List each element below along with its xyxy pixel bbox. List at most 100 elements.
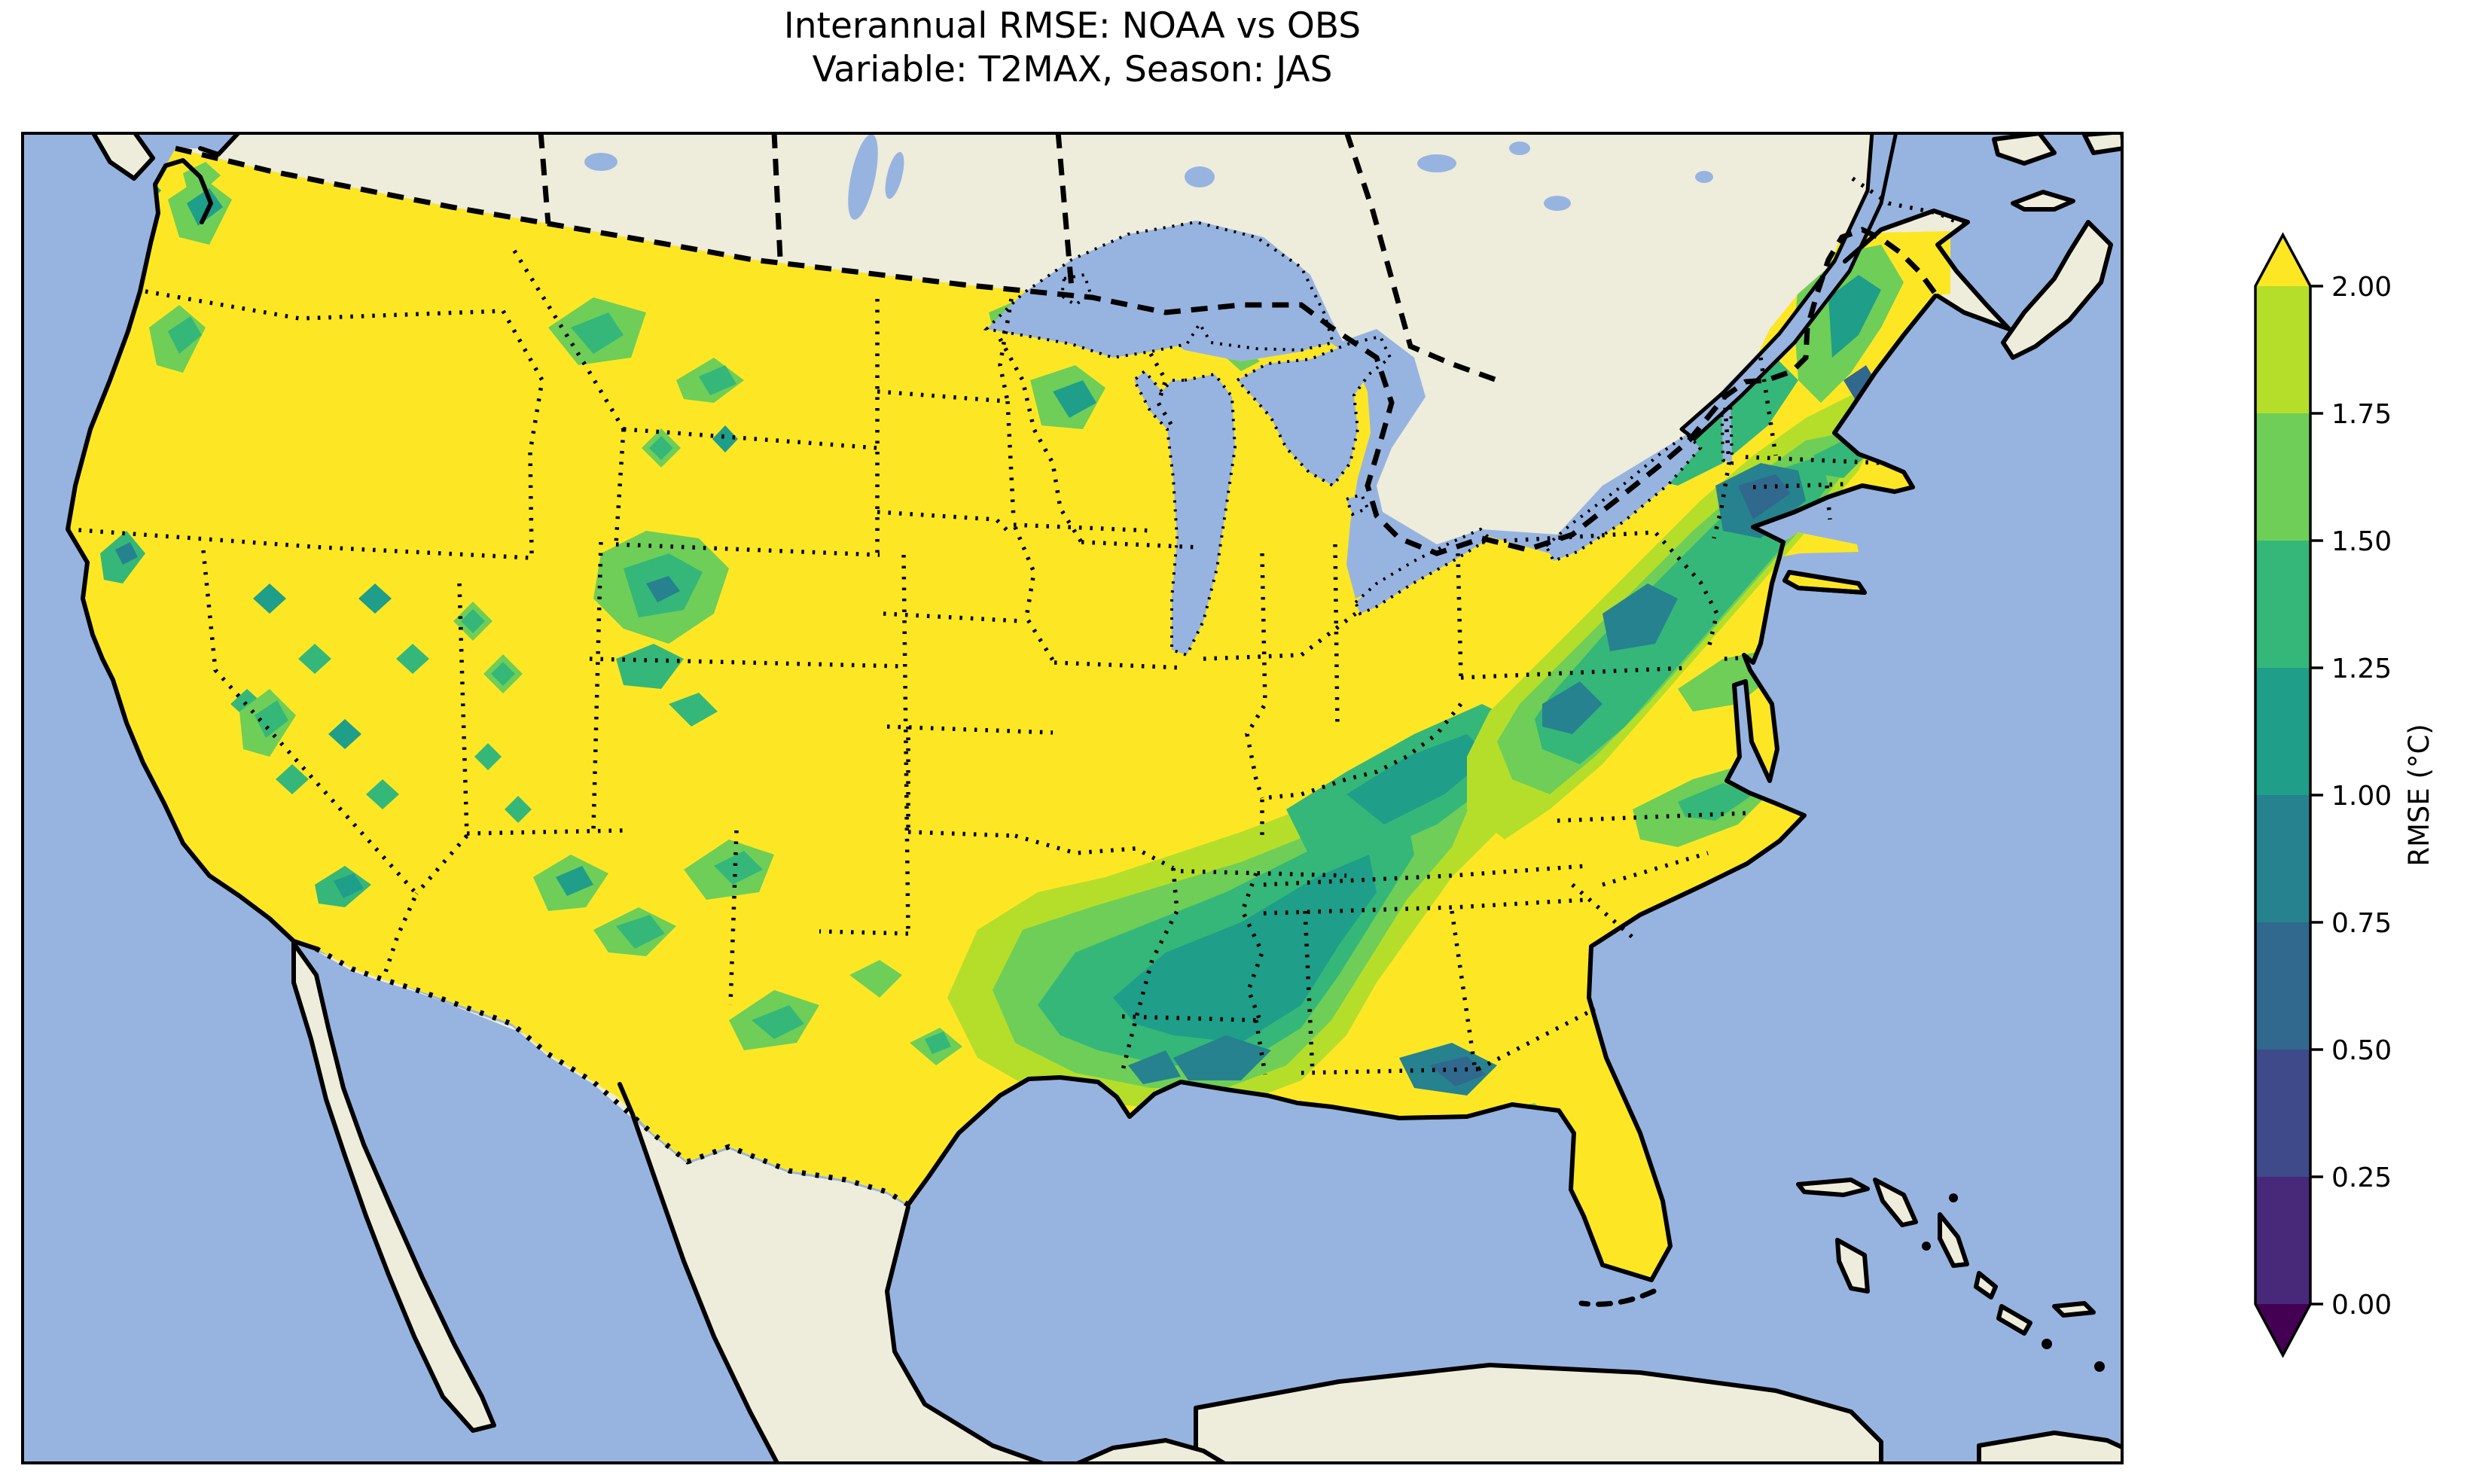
- st-lawrence-river: [1679, 132, 1898, 441]
- blob-centraltexas-1: [849, 960, 902, 998]
- tick-2.00: 2.00: [2331, 272, 2392, 303]
- hispaniola-edge: [1977, 1431, 2124, 1464]
- pacific-coastline: [66, 163, 319, 951]
- bahamas: [1796, 1178, 2105, 1372]
- colorbar-under-arrow: [2255, 1304, 2310, 1355]
- blob-socal-core: [334, 873, 364, 898]
- colorbar: 2.00 1.75 1.50 1.25 1.00 0.75 0.50 0.25 …: [2254, 232, 2435, 1358]
- atlantic-gulf-coastline: [906, 294, 1938, 1282]
- blob-utah-4: [505, 796, 532, 823]
- blob-arizona-core: [556, 866, 593, 896]
- blob-dakota-spot: [712, 425, 738, 453]
- lake-huron: [1234, 334, 1392, 488]
- colorbar-axis-label: RMSE (°C): [2403, 724, 2435, 866]
- rmse-contour-blobs: [100, 162, 1904, 1148]
- blob-nevada-2: [298, 644, 331, 674]
- tick-0.50: 0.50: [2331, 1035, 2392, 1066]
- blob-cascades-wa-core: [187, 188, 223, 226]
- blob-colorado-dark: [646, 576, 680, 602]
- blob-nevada-5: [276, 764, 309, 794]
- blob-norcal-dark: [115, 542, 138, 565]
- blob-sierra-core: [255, 700, 288, 738]
- blob-sanjuan: [616, 644, 684, 689]
- mexico-land: [316, 951, 1045, 1464]
- colorbar-band-3: [2255, 668, 2310, 795]
- tick-0.25: 0.25: [2331, 1163, 2392, 1193]
- tick-1.50: 1.50: [2331, 526, 2392, 557]
- blob-carolinas-core: [1678, 783, 1753, 821]
- prince-edward-island: [2011, 190, 2075, 212]
- us-canada-border: [175, 145, 1938, 556]
- tick-1.75: 1.75: [2331, 399, 2392, 430]
- long-island-coast: [1782, 570, 1867, 595]
- tick-1.00: 1.00: [2331, 781, 2392, 812]
- blob-sangre: [669, 693, 718, 727]
- blob-mogollon-core: [616, 915, 665, 949]
- colorbar-band-0: [2255, 286, 2310, 413]
- blob-wisconsin-core: [1053, 380, 1096, 418]
- mexico-pacific-coast: [618, 1082, 780, 1464]
- blob-mobile-dark: [1173, 1035, 1271, 1080]
- blob-maine-core: [1828, 275, 1881, 358]
- coastlines: [66, 132, 2011, 1464]
- tick-0.75: 0.75: [2331, 908, 2392, 939]
- lake-superior: [983, 220, 1335, 360]
- blob-panhandle-core: [1429, 1056, 1486, 1086]
- blob-tennessee-core: [1346, 734, 1490, 824]
- title-line-1: Interannual RMSE: NOAA vs OBS: [783, 5, 1362, 47]
- colorbar-band-7: [2255, 1177, 2310, 1304]
- colorbar-tick-labels: 2.00 1.75 1.50 1.25 1.00 0.75 0.50 0.25 …: [2331, 272, 2392, 1321]
- colorbar-band-6: [2255, 1050, 2310, 1177]
- colorbar-band-2: [2255, 541, 2310, 668]
- nb-fundy-coast: [1935, 220, 2011, 331]
- blob-neworleans-dark: [1128, 1050, 1181, 1084]
- blob-cascades-or-core: [168, 316, 202, 354]
- us-data-region: [68, 148, 1950, 1280]
- contour-map: [21, 132, 2124, 1464]
- blob-yellowstone: [649, 436, 673, 460]
- nova-scotia: [2001, 220, 2113, 360]
- blob-nevada-4: [328, 719, 361, 749]
- colorbar-band-5: [2255, 922, 2310, 1050]
- tick-0.00: 0.00: [2331, 1290, 2392, 1321]
- colorbar-over-arrow: [2255, 235, 2310, 286]
- gaspe-coast: [1843, 209, 1970, 264]
- colorbar-band-4: [2255, 795, 2310, 922]
- lake-michigan: [1132, 369, 1237, 657]
- blob-centraltexas-core: [925, 1031, 951, 1054]
- anticosti-island: [2082, 132, 2124, 155]
- province-borders: [538, 132, 1971, 383]
- blob-maine-dark: [1843, 365, 1877, 399]
- canada-land: [175, 132, 1875, 544]
- lake-stclair: [1344, 492, 1370, 517]
- state-borders: [67, 249, 1883, 1075]
- blob-westtexas-core: [752, 1005, 804, 1039]
- blob-pa-dark: [1602, 584, 1678, 651]
- colorbar-panel: 2.00 1.75 1.50 1.25 1.00 0.75 0.50 0.25 …: [2214, 203, 2467, 1438]
- blob-newmexico-core: [714, 851, 763, 885]
- blob-south-deep: [1113, 855, 1377, 1043]
- blob-utah-2c: [491, 662, 515, 686]
- map-frame: [21, 132, 2124, 1464]
- lake-erie: [1353, 527, 1493, 616]
- colorbar-band-1: [2255, 413, 2310, 541]
- lake-ontario: [1544, 432, 1703, 563]
- blob-nevada-7: [396, 644, 429, 674]
- us-mexico-border: [315, 946, 910, 1207]
- title-line-2: Variable: T2MAX, Season: JAS: [812, 49, 1333, 90]
- map-panel: [21, 132, 2124, 1464]
- baja-california: [291, 941, 496, 1433]
- blob-nevada-6: [366, 779, 399, 809]
- blob-utah-3: [474, 743, 502, 770]
- cuba: [1194, 1363, 1883, 1464]
- puget-sound: [163, 132, 242, 224]
- colorbar-ticks: [2310, 285, 2323, 1306]
- figure-title: Interannual RMSE: NOAA vs OBS Variable: …: [21, 5, 2124, 92]
- blob-nevada-8: [358, 584, 392, 614]
- yucatan-edge: [1073, 1438, 1228, 1464]
- blob-ny-darkest: [1738, 474, 1791, 520]
- vancouver-island: [90, 132, 155, 181]
- blob-montana-core: [699, 365, 736, 395]
- florida-keys: [1578, 1288, 1657, 1307]
- blob-nevada-1: [253, 584, 286, 614]
